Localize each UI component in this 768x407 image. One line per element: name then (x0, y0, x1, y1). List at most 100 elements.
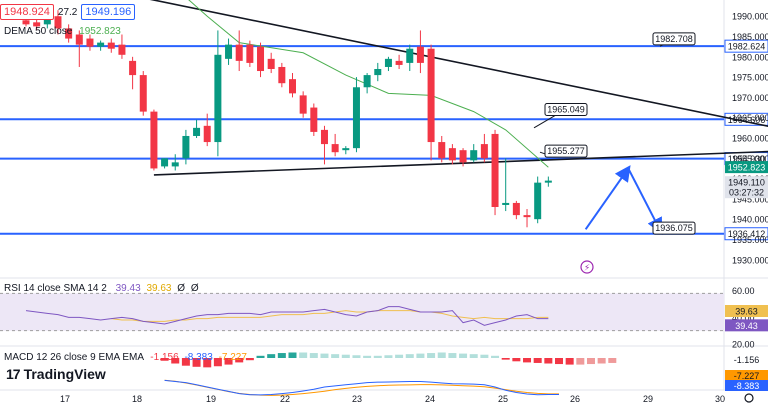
candle-body (512, 202, 520, 216)
x-tick-label: 24 (425, 394, 435, 404)
level-price-label: 1936.412 (728, 229, 766, 239)
rsi-value-box (725, 305, 768, 317)
rsi-extra-1: Ø (177, 283, 186, 294)
lightning-icon (580, 260, 594, 274)
tradingview-logo[interactable]: 17 TradingView (6, 366, 106, 382)
rsi-label: RSI 14 close SMA 14 2 (4, 283, 107, 294)
macd-histogram-bar (395, 354, 404, 358)
macd-histogram-bar (352, 355, 361, 358)
rsi-value: 39.43 (115, 283, 141, 294)
candle-body (534, 182, 542, 220)
macd-value-label: -7.227 (734, 371, 760, 381)
rsi-line (25, 306, 549, 326)
rsi-value-label: 39.63 (735, 307, 758, 317)
bid-price-button[interactable]: 1948.924 (0, 4, 54, 20)
candle-body (289, 79, 296, 94)
candlesticks (22, 10, 552, 228)
candle-body (150, 111, 158, 169)
candle-body (214, 54, 222, 143)
candle-body (129, 60, 137, 76)
macd-histogram-bar (192, 358, 201, 367)
rsi-tick-label: 60.00 (732, 286, 755, 296)
candle-body (523, 215, 531, 218)
candle-body (374, 69, 382, 76)
rsi-value-box (725, 319, 768, 332)
macd-histogram-bar (213, 358, 222, 367)
rsi-tick-label: 40.00 (732, 313, 755, 323)
callout-box (544, 144, 588, 158)
price-callouts[interactable]: 1982.708 1965.049 1955.277 1936.075 (533, 32, 696, 235)
macd-histogram-bar (277, 353, 286, 358)
price-axis[interactable]: 1930.0001935.0001940.0001945.0001950.000… (725, 12, 768, 391)
current-price-label: 1949.110 (728, 178, 765, 188)
candle-body (43, 16, 51, 25)
x-tick-label: 17 (60, 394, 70, 404)
candle-body (161, 158, 169, 167)
macd-histogram-bar (437, 352, 446, 358)
macd-histogram-bar (416, 353, 425, 358)
projection-arrows[interactable]: ⚡ (580, 165, 663, 274)
candle-body (363, 75, 371, 88)
rsi-extra-2: Ø (190, 283, 199, 294)
trendlines[interactable] (15, 0, 768, 176)
grid-lines (0, 0, 768, 391)
candle-body (107, 42, 115, 49)
spread-value: 27.2 (57, 6, 78, 18)
x-tick-label: 30 (715, 394, 725, 404)
callout-box (652, 32, 696, 46)
callout-leader (533, 115, 556, 129)
candle-body (203, 125, 211, 143)
callout-label: 1982.708 (655, 34, 693, 44)
macd-label: MACD 12 26 close 9 EMA EMA (4, 352, 144, 363)
macd-histogram-bar (469, 354, 478, 358)
settings-gear-icon[interactable] (744, 393, 754, 403)
macd-histogram-bar (608, 358, 617, 363)
candle-body (342, 148, 350, 151)
level-price-box (724, 39, 768, 53)
candle-body (65, 28, 73, 39)
rsi-tick-label: 20.00 (732, 340, 755, 350)
candle-body (352, 87, 360, 149)
candle-body (502, 202, 510, 205)
macd-histogram-bar (171, 358, 180, 364)
macd-histogram-bar (544, 358, 553, 364)
level-price-label: 1954.930 (728, 154, 766, 164)
macd-histogram-bar (586, 358, 595, 365)
brand-name: TradingView (23, 366, 106, 382)
macd-histogram-bar (565, 358, 574, 365)
y-tick-label: 1970.000 (732, 93, 768, 103)
candle-body (320, 129, 328, 145)
macd-histogram-bar (160, 358, 169, 361)
projection-arrow (584, 165, 631, 230)
macd-histogram-bar (523, 358, 532, 363)
countdown-label: 03:27:32 (729, 188, 764, 198)
y-tick-label: 1945.000 (732, 194, 768, 204)
macd-legend[interactable]: MACD 12 26 close 9 EMA EMA -1.156 -8.383… (4, 352, 247, 363)
horizontal-levels[interactable]: 1982.624 1964.606 1954.930 1936.412 (0, 39, 768, 241)
macd-histogram-bar (341, 354, 350, 358)
macd-histogram-bar (203, 358, 212, 368)
candle-body (427, 48, 435, 143)
macd-signal-value: -7.227 (218, 352, 247, 363)
ask-price-button[interactable]: 1949.196 (81, 4, 136, 20)
x-tick-label: 29 (643, 394, 653, 404)
x-tick-label: 19 (206, 394, 216, 404)
macd-histogram-bar (299, 352, 308, 358)
dema-legend[interactable]: DEMA 50 close 1952.823 (4, 26, 121, 37)
macd-histogram-bar (501, 358, 510, 360)
macd-histogram-bar (235, 358, 244, 363)
candle-body (331, 144, 339, 153)
rsi-legend[interactable]: RSI 14 close SMA 14 2 39.43 39.63 Ø Ø (4, 283, 199, 294)
x-tick-label: 26 (570, 394, 580, 404)
time-axis[interactable]: 17 18 19 22 23 24 25 26 29 30 (60, 393, 754, 404)
candle-body (438, 142, 446, 159)
macd-histogram-bar (555, 358, 563, 365)
callout-label: 1955.277 (547, 146, 585, 156)
macd-histogram-bar (405, 354, 414, 358)
callout-label: 1965.049 (547, 105, 585, 115)
rsi-sma-line (111, 310, 549, 322)
candle-body (246, 44, 254, 63)
candle-body (310, 107, 318, 132)
y-tick-label: 1985.000 (732, 32, 768, 42)
